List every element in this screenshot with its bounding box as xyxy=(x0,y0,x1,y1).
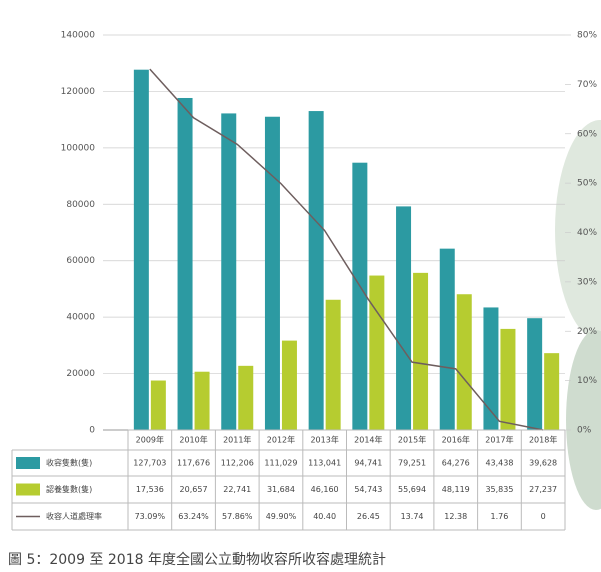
data-label: 55,694 xyxy=(398,485,426,494)
y-tick-label: 40000 xyxy=(66,313,95,323)
data-label: 13.74 xyxy=(401,512,424,521)
x-tick-label: 2011年 xyxy=(223,435,251,445)
data-label: 22,741 xyxy=(223,485,251,494)
bar xyxy=(544,353,560,430)
x-tick-label: 2018年 xyxy=(529,435,557,445)
y2-tick-label: 50% xyxy=(577,179,597,189)
x-tick-label: 2014年 xyxy=(354,435,382,445)
bar xyxy=(177,97,193,431)
bar xyxy=(396,206,412,430)
legend-swatch xyxy=(16,483,40,496)
y2-tick-label: 70% xyxy=(577,80,597,90)
bar xyxy=(194,371,210,430)
data-label: 49.90% xyxy=(266,512,297,521)
bar xyxy=(527,318,543,430)
bar xyxy=(238,365,254,430)
data-label: 31,684 xyxy=(267,485,295,494)
data-label: 20,657 xyxy=(180,485,208,494)
data-label: 54,743 xyxy=(354,485,382,494)
bar xyxy=(281,340,297,430)
data-label: 111,029 xyxy=(264,459,297,468)
data-label: 63.24% xyxy=(178,512,209,521)
bar xyxy=(483,307,499,430)
data-label: 127,703 xyxy=(133,459,166,468)
data-label: 35,835 xyxy=(485,485,513,494)
data-label: 57.86% xyxy=(222,512,253,521)
x-tick-label: 2017年 xyxy=(485,435,513,445)
y2-tick-label: 10% xyxy=(577,376,597,386)
bar xyxy=(456,294,472,430)
data-label: 27,237 xyxy=(529,485,557,494)
leaf-decoration xyxy=(555,120,601,340)
bar xyxy=(369,275,385,430)
bar xyxy=(133,69,149,431)
y-tick-label: 80000 xyxy=(66,200,95,210)
bar xyxy=(221,113,237,430)
y-tick-label: 20000 xyxy=(66,369,95,379)
bar xyxy=(413,272,429,430)
data-label: 43,438 xyxy=(485,459,513,468)
y2-tick-label: 80% xyxy=(577,31,597,41)
data-label: 17,536 xyxy=(136,485,164,494)
bar xyxy=(500,328,516,430)
bar xyxy=(308,111,324,430)
data-label: 64,276 xyxy=(442,459,470,468)
x-tick-label: 2015年 xyxy=(398,435,426,445)
y2-tick-label: 20% xyxy=(577,327,597,337)
data-label: 94,741 xyxy=(354,459,382,468)
data-label: 113,041 xyxy=(308,459,341,468)
data-label: 48,119 xyxy=(442,485,470,494)
data-label: 73.09% xyxy=(135,512,166,521)
y-tick-label: 0 xyxy=(89,426,95,436)
x-tick-label: 2012年 xyxy=(267,435,295,445)
bar xyxy=(352,162,368,430)
data-label: 12.38 xyxy=(444,512,467,521)
y2-tick-label: 0% xyxy=(577,426,592,436)
x-tick-label: 2009年 xyxy=(136,435,164,445)
bar xyxy=(439,248,455,430)
y2-tick-label: 30% xyxy=(577,277,597,287)
data-label: 40.40 xyxy=(313,512,336,521)
data-label: 79,251 xyxy=(398,459,426,468)
bar xyxy=(325,299,341,430)
x-tick-label: 2016年 xyxy=(442,435,470,445)
y-tick-label: 140000 xyxy=(61,31,96,41)
data-label: 117,676 xyxy=(177,459,210,468)
y2-tick-label: 60% xyxy=(577,129,597,139)
data-label: 1.76 xyxy=(491,512,509,521)
leaf-decoration xyxy=(566,330,601,510)
x-tick-label: 2013年 xyxy=(310,435,338,445)
data-label: 39,628 xyxy=(529,459,557,468)
y-tick-label: 100000 xyxy=(61,143,96,153)
caption: 圖 5：2009 至 2018 年度全國公立動物收容所收容處理統計 xyxy=(8,551,386,568)
line xyxy=(149,68,544,431)
data-label: 46,160 xyxy=(311,485,339,494)
bar xyxy=(264,116,280,430)
y-tick-label: 60000 xyxy=(66,256,95,266)
legend-label: 認養隻數(隻) xyxy=(46,484,92,494)
data-label: 112,206 xyxy=(221,459,254,468)
x-tick-label: 2010年 xyxy=(179,435,207,445)
bar xyxy=(150,380,166,430)
data-label: 0 xyxy=(541,512,546,521)
legend-label: 收容隻數(隻) xyxy=(46,458,92,468)
legend-label: 收容人道處理率 xyxy=(46,511,102,521)
y2-tick-label: 40% xyxy=(577,228,597,238)
legend-swatch xyxy=(16,457,40,469)
data-label: 26.45 xyxy=(357,512,380,521)
y-tick-label: 120000 xyxy=(61,87,96,97)
